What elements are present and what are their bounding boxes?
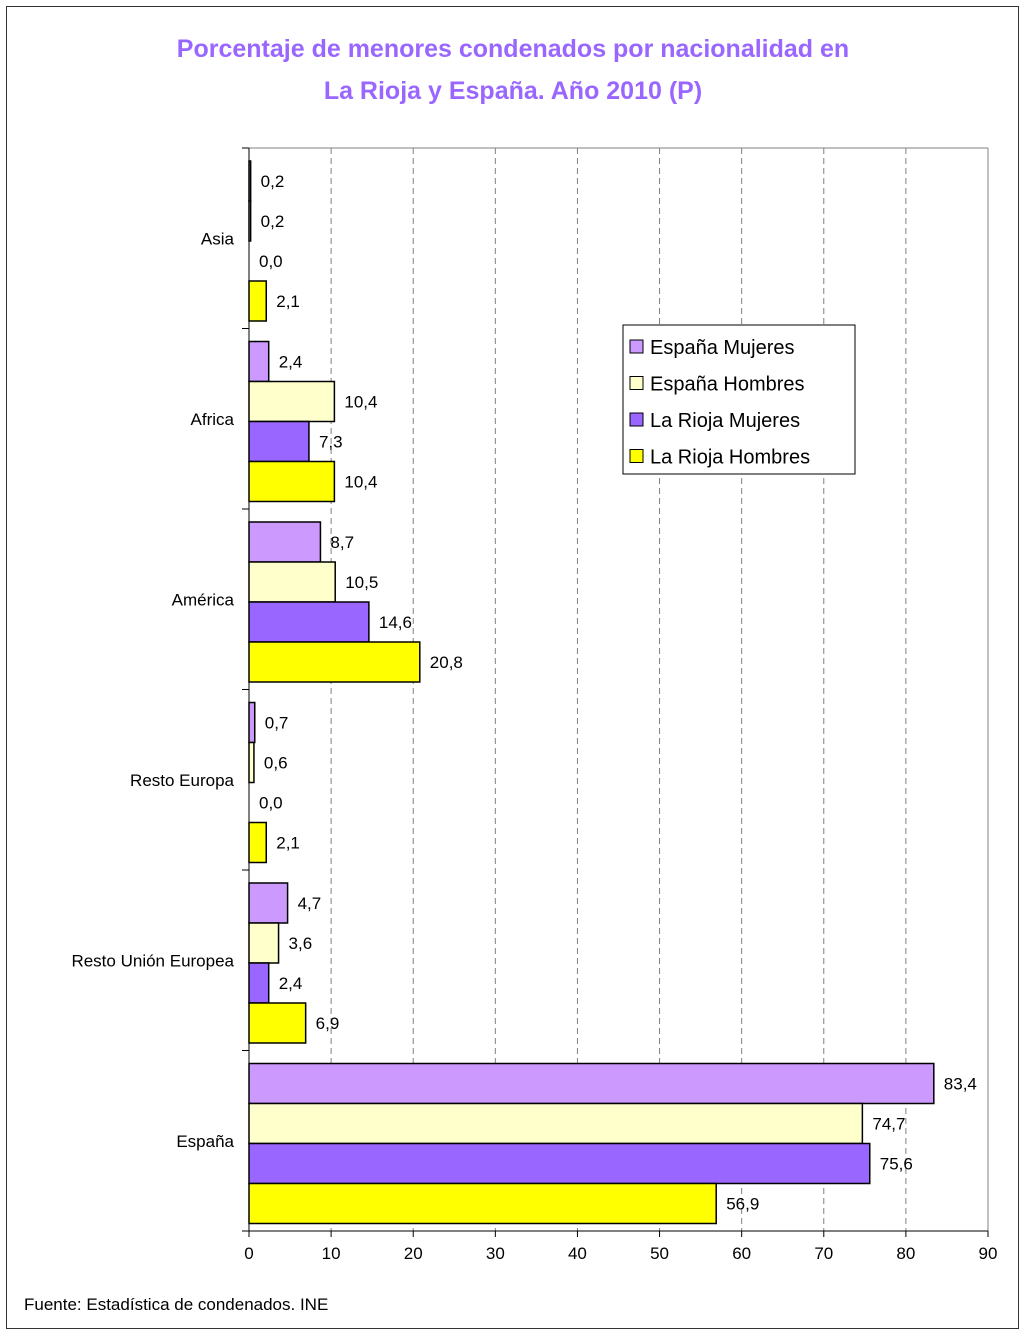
legend-label-la-rioja-hombres: La Rioja Hombres [650,447,810,469]
data-label-la-rioja-mujeres-espana: 75,6 [880,1155,913,1174]
axes: 0 10 20 30 40 50 60 70 80 90 Asia Africa América Rest… [71,147,998,1263]
bar-espana-hombres-resto-union-europea [248,922,280,964]
bar-espana-hombres-espana [248,1102,864,1145]
bar-espana-hombres-africa [248,380,336,423]
bar-espana-mujeres-africa [248,340,270,383]
bar-la-rioja-mujeres-espana [248,1142,871,1185]
legend-swatch-la-rioja-mujeres [629,412,644,427]
bar-la-rioja-mujeres-africa [248,420,310,463]
bar-espana-mujeres-espana [248,1062,935,1105]
data-label-espana-mujeres-america: 8,7 [330,533,354,552]
legend: España Mujeres España Hombres La Rioja Muj… [622,324,856,475]
data-label-espana-mujeres-espana: 83,4 [944,1075,977,1094]
bar-la-rioja-mujeres-america [248,601,370,643]
data-label-espana-hombres-america: 10,5 [345,573,378,592]
data-label-espana-hombres-resto-union-europea: 3,6 [289,934,313,953]
x-tick-label: 70 [814,1244,833,1263]
data-label-la-rioja-mujeres-resto-europa: 0,0 [259,794,283,813]
category-label-resto-union-europea: Resto Unión Europea [71,951,234,970]
data-label-espana-hombres-asia: 0,2 [261,212,285,231]
bar-la-rioja-hombres-africa [248,460,336,503]
data-label-espana-mujeres-africa: 2,4 [279,353,303,372]
bar-espana-mujeres-america [248,521,322,563]
chart-title-line-1: Porcentaje de menores condenados por nac… [176,35,850,63]
legend-swatch-la-rioja-hombres [629,449,644,463]
bar-espana-mujeres-asia [248,160,252,202]
bar-la-rioja-hombres-resto-europa [248,821,267,864]
data-label-espana-hombres-resto-europa: 0,6 [264,754,288,773]
legend-label-espana-hombres: España Hombres [650,374,805,396]
category-label-africa: Africa [191,410,235,429]
category-label-espana: España [176,1132,234,1151]
x-tick-label: 0 [244,1244,253,1263]
bar-la-rioja-hombres-america [248,641,421,683]
data-label-espana-hombres-africa: 10,4 [344,393,377,412]
x-tick-label: 40 [568,1244,587,1263]
bar-la-rioja-hombres-resto-union-europea [248,1002,307,1044]
data-label-la-rioja-hombres-resto-union-europea: 6,9 [316,1014,340,1033]
data-label-la-rioja-mujeres-africa: 7,3 [319,433,343,452]
x-tick-label: 10 [322,1244,341,1263]
bar-la-rioja-hombres-asia [248,280,267,322]
data-label-la-rioja-mujeres-asia: 0,0 [259,252,283,271]
source-note: Fuente: Estadística de condenados. INE [24,1295,329,1314]
bar-espana-hombres-america [248,561,336,603]
bar-espana-mujeres-resto-europa [248,701,256,744]
chart-title-line-2: La Rioja y España. Año 2010 (P) [323,77,703,105]
bar-espana-hombres-asia [248,200,252,242]
legend-label-espana-mujeres: España Mujeres [650,337,795,359]
data-label-la-rioja-mujeres-resto-union-europea: 2,4 [279,974,303,993]
bar-espana-mujeres-resto-union-europea [248,882,289,924]
legend-swatch-espana-mujeres [629,339,644,354]
category-label-asia: Asia [201,229,235,248]
bars [248,160,935,1225]
bar-la-rioja-hombres-espana [248,1182,717,1225]
data-label-la-rioja-hombres-africa: 10,4 [344,473,377,492]
data-labels: 0,2 0,2 0,0 2,1 2,4 10,4 7,3 10,4 8,7 10,5 14,6 20,… [259,172,977,1214]
data-label-la-rioja-hombres-resto-europa: 2,1 [276,834,300,853]
data-label-espana-mujeres-asia: 0,2 [261,172,285,191]
x-tick-label: 20 [404,1244,423,1263]
bar-la-rioja-mujeres-resto-union-europea [248,962,270,1004]
data-label-la-rioja-hombres-asia: 2,1 [276,292,300,311]
legend-box [622,324,856,475]
data-label-espana-hombres-espana: 74,7 [872,1115,905,1134]
x-tick-label: 60 [732,1244,751,1263]
legend-swatch-espana-hombres [629,376,644,390]
x-tick-label: 80 [896,1244,915,1263]
category-label-america: América [172,590,235,609]
x-tick-label: 30 [486,1244,505,1263]
legend-label-la-rioja-mujeres: La Rioja Mujeres [650,410,800,432]
bar-espana-hombres-resto-europa [248,741,255,784]
data-label-la-rioja-mujeres-america: 14,6 [379,613,412,632]
data-label-la-rioja-hombres-america: 20,8 [430,653,463,672]
data-label-la-rioja-hombres-espana: 56,9 [726,1195,759,1214]
x-tick-label: 50 [650,1244,669,1263]
data-label-espana-mujeres-resto-europa: 0,7 [265,714,289,733]
data-label-espana-mujeres-resto-union-europea: 4,7 [298,894,322,913]
x-tick-label: 90 [979,1244,998,1263]
category-label-resto-europa: Resto Europa [130,771,234,790]
